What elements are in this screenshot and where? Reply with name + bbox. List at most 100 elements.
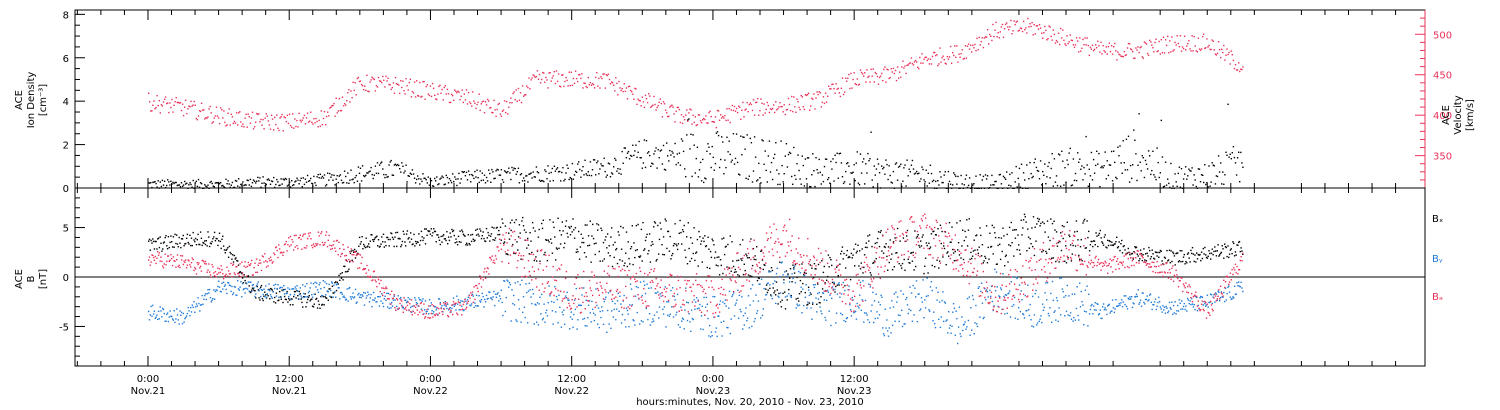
data-point (1208, 44, 1210, 47)
data-point (491, 226, 493, 228)
data-point (625, 326, 627, 328)
data-point (204, 293, 207, 295)
data-point (263, 128, 265, 130)
data-point (875, 73, 878, 75)
data-point (524, 180, 526, 182)
data-point (265, 113, 267, 115)
data-point (789, 281, 791, 283)
data-point (1032, 326, 1035, 328)
data-point (840, 162, 843, 164)
data-point (448, 101, 451, 104)
data-point (419, 239, 422, 242)
data-point (653, 226, 655, 228)
data-point (462, 233, 465, 235)
data-point (593, 87, 596, 89)
data-point (982, 175, 985, 178)
data-point (877, 317, 879, 319)
data-point (1070, 260, 1073, 262)
data-point (213, 231, 216, 234)
data-point (621, 313, 624, 316)
data-point (336, 281, 338, 284)
data-point (265, 183, 267, 186)
data-point (811, 267, 813, 269)
data-point (698, 169, 701, 171)
data-point (697, 265, 699, 267)
data-point (959, 220, 961, 222)
data-point (976, 325, 979, 328)
data-point (536, 260, 538, 262)
data-point (363, 175, 365, 177)
data-point (1057, 241, 1059, 244)
data-point (873, 262, 875, 264)
data-point (1138, 260, 1140, 262)
data-point (571, 162, 574, 165)
data-point (821, 174, 824, 176)
data-point (226, 183, 228, 185)
data-point (553, 301, 555, 304)
data-point (406, 300, 409, 303)
data-point (194, 306, 197, 308)
data-point (641, 260, 643, 262)
data-point (295, 125, 297, 128)
data-point (910, 252, 913, 254)
data-point (640, 105, 642, 107)
data-point (224, 284, 226, 286)
data-point (192, 306, 194, 308)
data-point (1063, 39, 1065, 41)
data-point (650, 106, 652, 108)
data-point (234, 122, 237, 124)
data-point (500, 239, 502, 241)
data-point (941, 299, 943, 302)
data-point (635, 286, 638, 288)
data-point (827, 291, 830, 293)
data-point (1018, 244, 1020, 246)
data-point (629, 248, 632, 250)
data-point (222, 245, 225, 247)
data-point (712, 240, 714, 242)
data-point (973, 47, 975, 49)
data-point (416, 241, 418, 243)
data-point (1182, 256, 1185, 258)
data-point (393, 295, 395, 297)
data-point (801, 155, 803, 157)
data-point (265, 266, 268, 268)
data-point (1200, 296, 1203, 298)
data-point (796, 98, 798, 100)
data-point (594, 314, 596, 316)
data-point (1212, 40, 1214, 42)
data-point (846, 80, 848, 82)
data-point (910, 309, 912, 312)
data-point (1122, 301, 1124, 303)
data-point (980, 282, 983, 284)
data-point (629, 263, 631, 265)
data-point (770, 294, 772, 296)
data-point (654, 222, 657, 224)
data-point (1141, 292, 1143, 294)
data-point (598, 250, 600, 253)
data-point (771, 297, 774, 300)
data-point (1097, 303, 1099, 305)
data-point (399, 238, 401, 240)
data-point (910, 252, 912, 254)
data-point (619, 295, 621, 297)
data-point (197, 233, 199, 236)
data-point (1228, 285, 1230, 287)
data-point (658, 306, 661, 308)
data-point (512, 302, 514, 305)
data-point (202, 303, 204, 305)
data-point (393, 245, 395, 248)
data-point (912, 251, 914, 254)
data-point (203, 298, 205, 300)
data-point (1081, 260, 1083, 262)
data-point (547, 239, 549, 241)
data-point (264, 291, 266, 293)
data-point (273, 129, 275, 131)
data-point (199, 265, 202, 268)
data-point (168, 260, 170, 262)
data-point (381, 293, 383, 295)
data-point (573, 229, 575, 231)
data-point (371, 76, 373, 78)
data-point (870, 68, 872, 70)
data-point (1242, 290, 1244, 293)
data-point (448, 178, 451, 180)
